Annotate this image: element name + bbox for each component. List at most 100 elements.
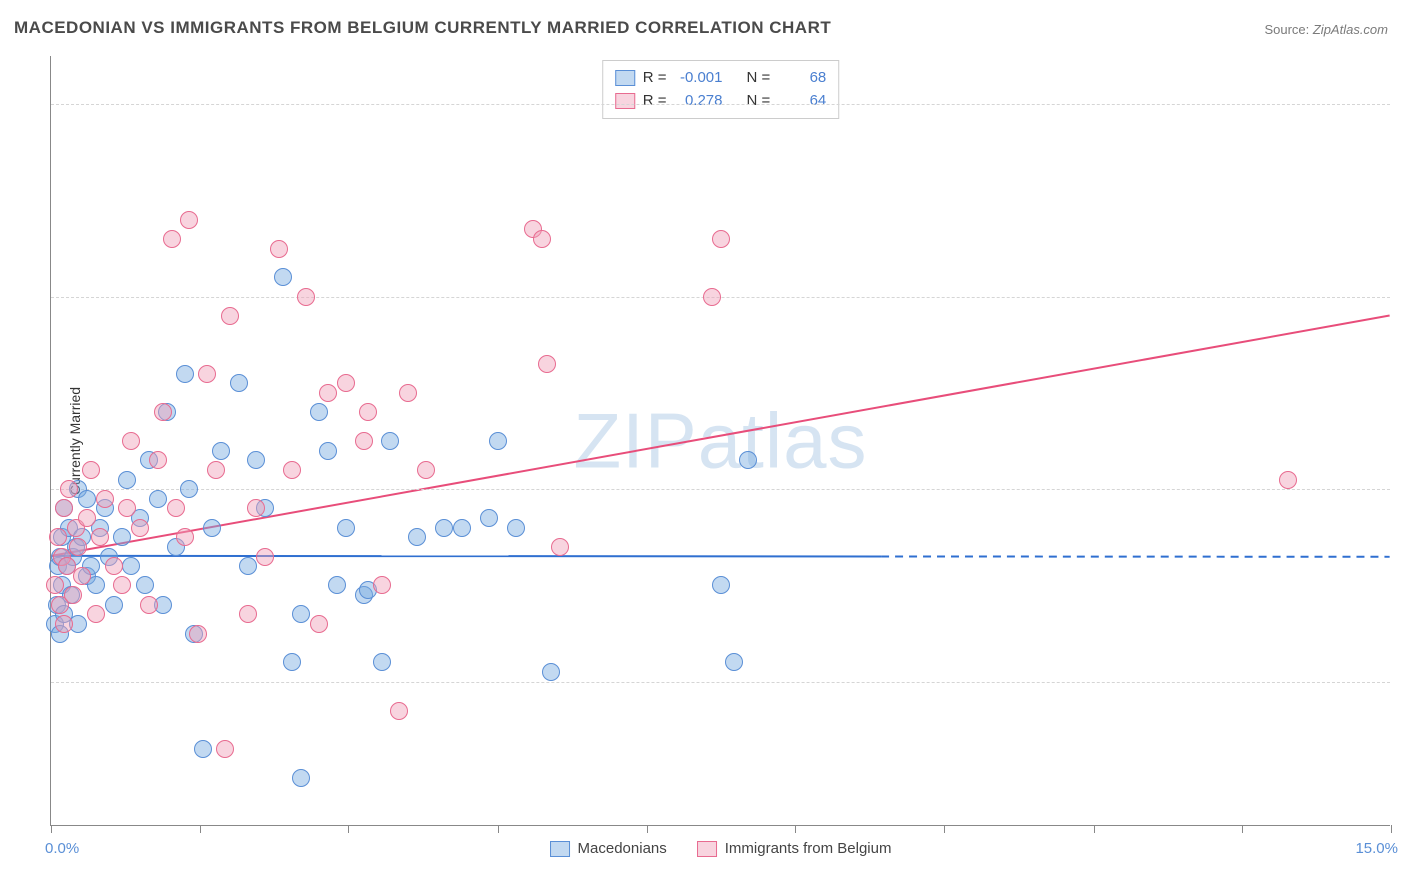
scatter-point-belgium: [46, 576, 64, 594]
scatter-point-belgium: [167, 499, 185, 517]
y-tick-label: 40.0%: [1400, 673, 1406, 690]
scatter-point-macedonians: [136, 576, 154, 594]
y-axis-title: Currently Married: [67, 386, 83, 494]
source-name: ZipAtlas.com: [1313, 22, 1388, 37]
scatter-point-belgium: [60, 480, 78, 498]
scatter-point-belgium: [131, 519, 149, 537]
legend-item-1: Immigrants from Belgium: [697, 840, 892, 857]
x-tick: [647, 825, 648, 833]
scatter-point-belgium: [256, 548, 274, 566]
scatter-point-macedonians: [283, 653, 301, 671]
scatter-point-macedonians: [328, 576, 346, 594]
scatter-point-belgium: [270, 240, 288, 258]
trend-lines-layer: [51, 56, 1390, 825]
scatter-point-belgium: [283, 461, 301, 479]
scatter-point-belgium: [533, 230, 551, 248]
r-value-0: -0.001: [675, 67, 723, 90]
scatter-point-belgium: [297, 288, 315, 306]
legend-swatch-0: [550, 841, 570, 857]
scatter-point-macedonians: [247, 451, 265, 469]
source-prefix: Source:: [1264, 22, 1312, 37]
scatter-point-macedonians: [292, 605, 310, 623]
scatter-point-belgium: [140, 596, 158, 614]
x-max-label: 15.0%: [1355, 840, 1398, 857]
scatter-point-macedonians: [507, 519, 525, 537]
x-tick: [1094, 825, 1095, 833]
series-legend: Macedonians Immigrants from Belgium: [550, 840, 892, 857]
scatter-point-belgium: [1279, 471, 1297, 489]
legend-item-0: Macedonians: [550, 840, 667, 857]
y-tick-label: 60.0%: [1400, 481, 1406, 498]
x-tick: [1242, 825, 1243, 833]
swatch-series-1: [615, 93, 635, 109]
scatter-point-belgium: [113, 576, 131, 594]
scatter-point-belgium: [319, 384, 337, 402]
scatter-point-macedonians: [149, 490, 167, 508]
scatter-point-belgium: [64, 586, 82, 604]
gridline-y: [51, 489, 1390, 490]
scatter-point-belgium: [87, 605, 105, 623]
scatter-point-belgium: [176, 528, 194, 546]
y-tick-label: 80.0%: [1400, 288, 1406, 305]
scatter-point-belgium: [96, 490, 114, 508]
scatter-point-macedonians: [408, 528, 426, 546]
scatter-point-macedonians: [180, 480, 198, 498]
scatter-point-belgium: [703, 288, 721, 306]
scatter-point-macedonians: [230, 374, 248, 392]
x-tick: [51, 825, 52, 833]
scatter-point-belgium: [189, 625, 207, 643]
trend-line-macedonians: [51, 556, 881, 557]
scatter-point-belgium: [154, 403, 172, 421]
n-label: N =: [747, 67, 771, 90]
scatter-point-macedonians: [239, 557, 257, 575]
scatter-point-belgium: [310, 615, 328, 633]
scatter-point-belgium: [337, 374, 355, 392]
scatter-point-belgium: [355, 432, 373, 450]
legend-swatch-1: [697, 841, 717, 857]
stats-row-series-1: R = 0.278 N = 64: [615, 90, 827, 113]
scatter-point-macedonians: [373, 653, 391, 671]
x-tick: [1391, 825, 1392, 833]
scatter-point-belgium: [91, 528, 109, 546]
scatter-point-belgium: [118, 499, 136, 517]
scatter-point-macedonians: [78, 490, 96, 508]
scatter-point-belgium: [198, 365, 216, 383]
x-min-label: 0.0%: [45, 840, 79, 857]
scatter-point-macedonians: [337, 519, 355, 537]
scatter-point-macedonians: [381, 432, 399, 450]
scatter-point-belgium: [180, 211, 198, 229]
scatter-point-macedonians: [113, 528, 131, 546]
scatter-point-belgium: [82, 461, 100, 479]
swatch-series-0: [615, 70, 635, 86]
scatter-point-macedonians: [725, 653, 743, 671]
scatter-point-macedonians: [176, 365, 194, 383]
x-tick: [498, 825, 499, 833]
r-label: R =: [643, 90, 667, 113]
x-tick: [795, 825, 796, 833]
x-tick: [200, 825, 201, 833]
y-tick-label: 100.0%: [1400, 96, 1406, 113]
scatter-point-belgium: [69, 538, 87, 556]
scatter-point-belgium: [538, 355, 556, 373]
scatter-point-macedonians: [712, 576, 730, 594]
scatter-point-belgium: [216, 740, 234, 758]
n-label: N =: [747, 90, 771, 113]
stats-legend: R = -0.001 N = 68 R = 0.278 N = 64: [602, 60, 840, 119]
scatter-point-macedonians: [319, 442, 337, 460]
chart-title: MACEDONIAN VS IMMIGRANTS FROM BELGIUM CU…: [14, 18, 831, 38]
scatter-point-macedonians: [435, 519, 453, 537]
scatter-point-macedonians: [212, 442, 230, 460]
scatter-point-belgium: [105, 557, 123, 575]
scatter-point-belgium: [247, 499, 265, 517]
plot-area: ZIPatlas Currently Married R = -0.001 N …: [50, 56, 1390, 826]
n-value-0: 68: [778, 67, 826, 90]
scatter-point-belgium: [149, 451, 167, 469]
gridline-y: [51, 682, 1390, 683]
scatter-point-belgium: [163, 230, 181, 248]
r-value-1: 0.278: [675, 90, 723, 113]
r-label: R =: [643, 67, 667, 90]
x-tick: [944, 825, 945, 833]
scatter-point-belgium: [78, 509, 96, 527]
scatter-point-belgium: [207, 461, 225, 479]
scatter-point-belgium: [239, 605, 257, 623]
